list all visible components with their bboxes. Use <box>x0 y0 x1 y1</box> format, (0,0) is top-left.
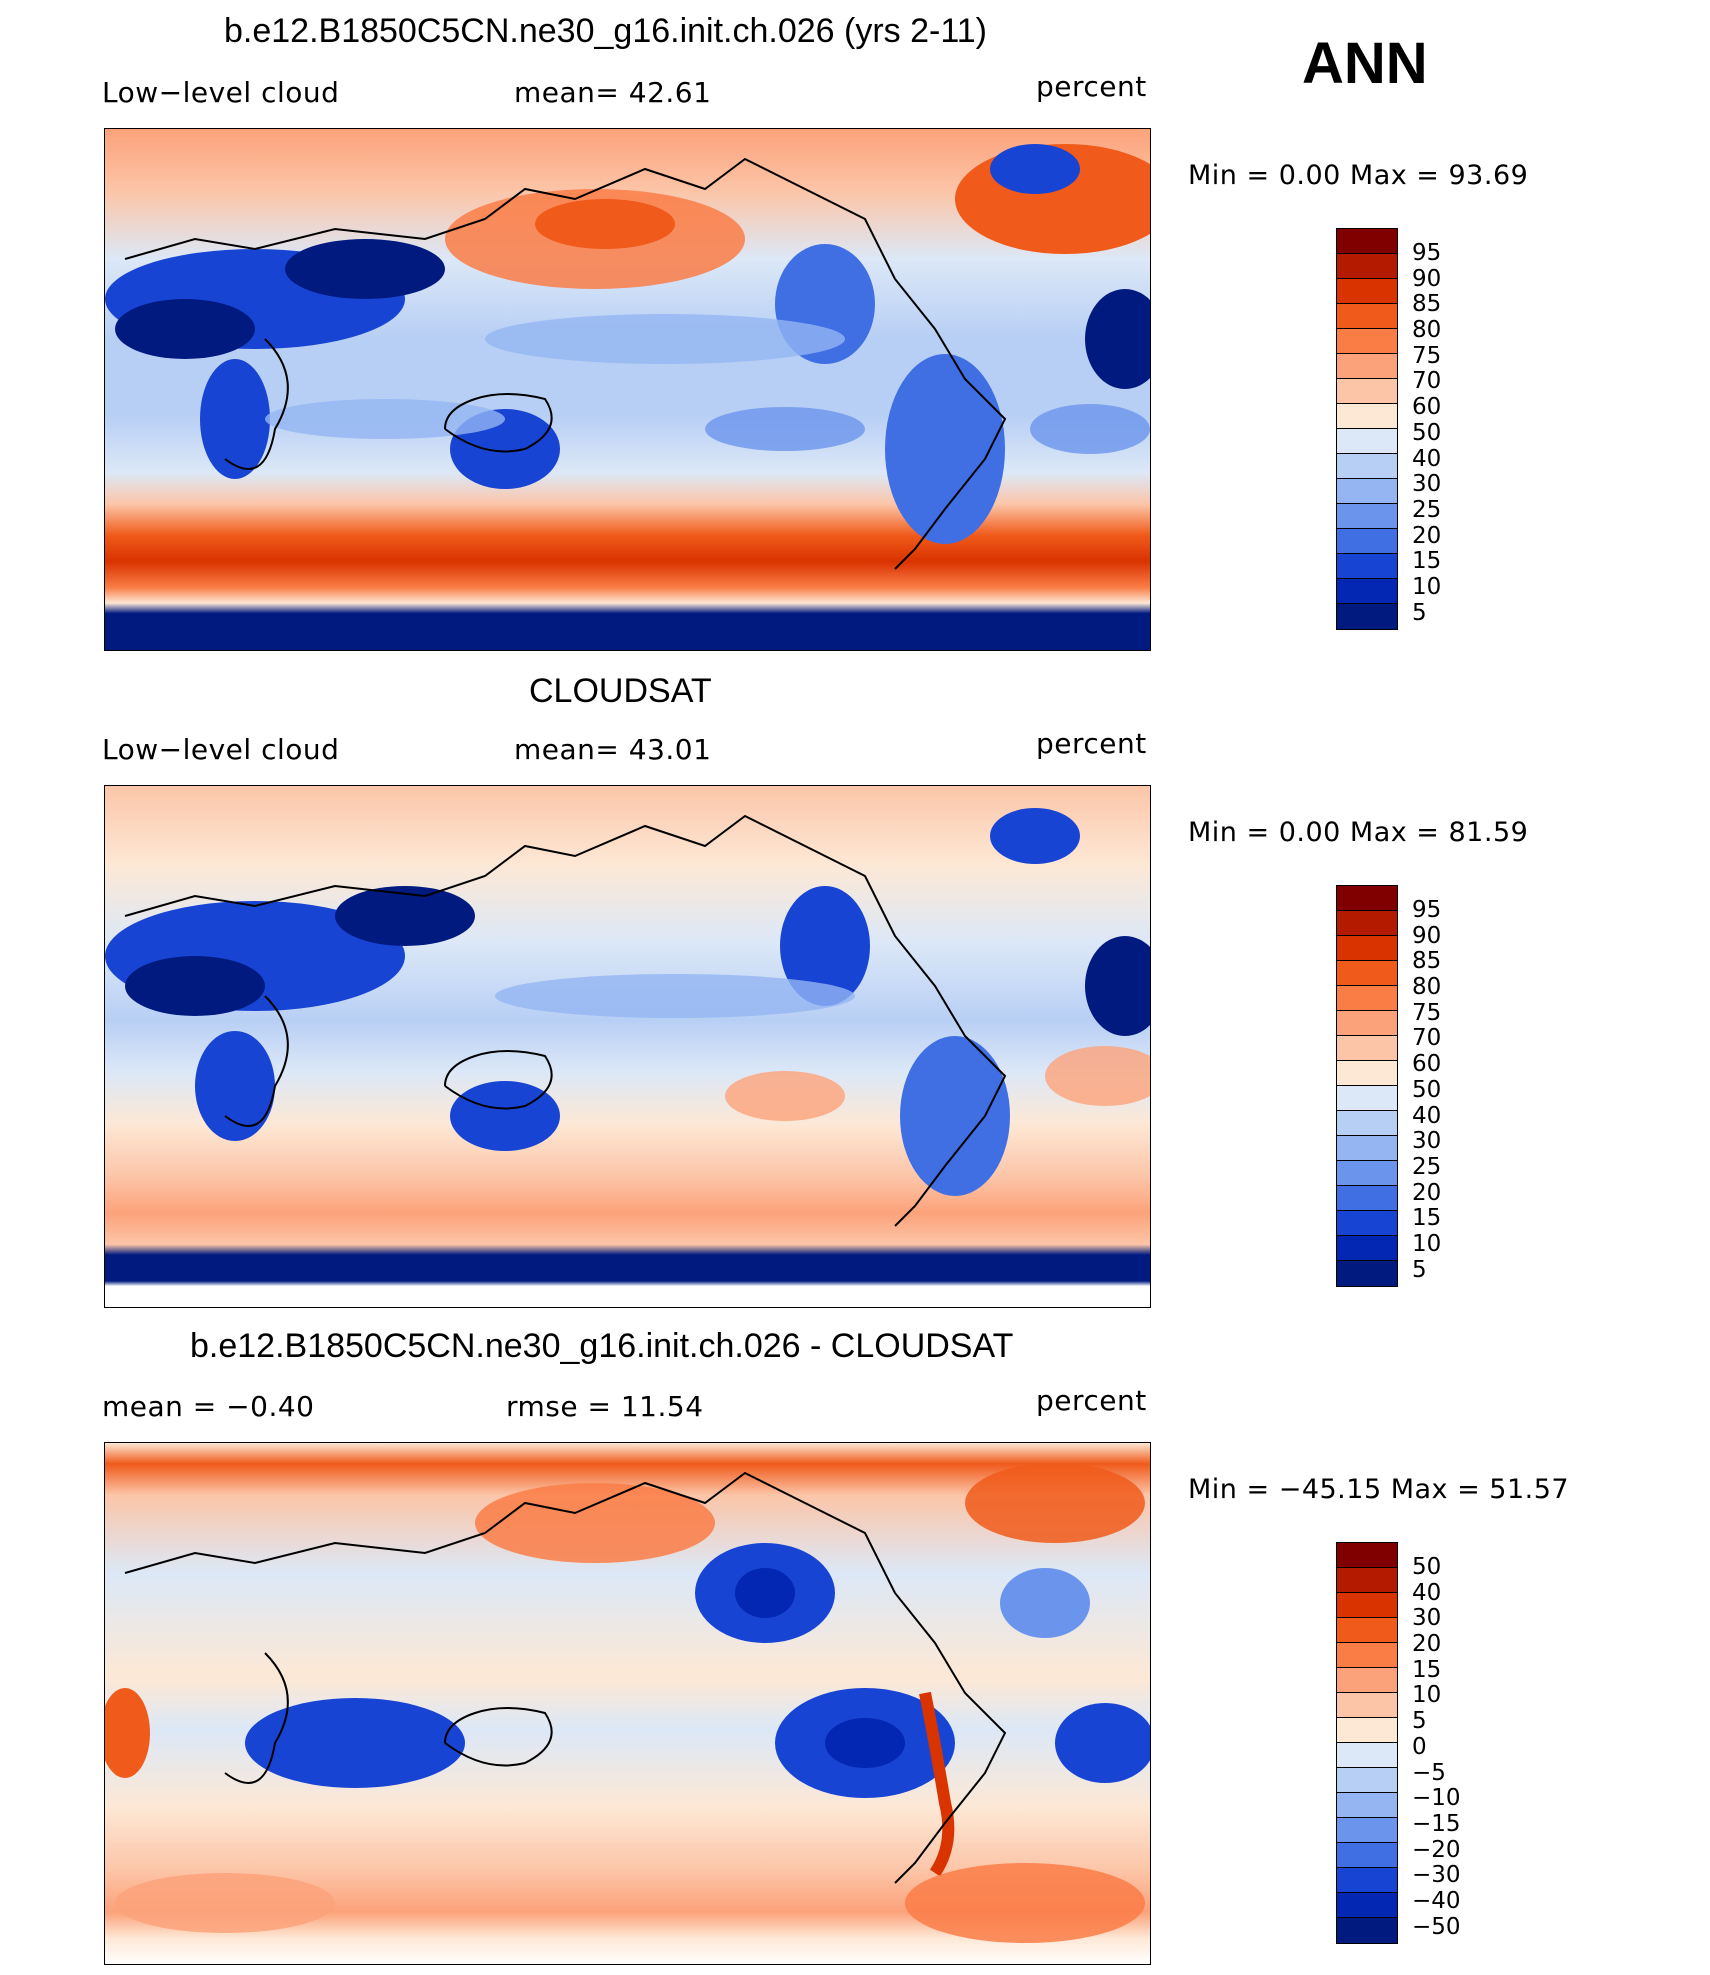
cbar-label: 25 <box>1412 1153 1442 1180</box>
panel-3-colorbar <box>1336 1542 1398 1944</box>
cbar-label: 15 <box>1412 1205 1442 1232</box>
cbar-label: 20 <box>1412 1179 1442 1206</box>
cbar-label: 95 <box>1412 897 1442 923</box>
cbar-label: 30 <box>1412 1605 1442 1632</box>
panel-3-mean: mean = −0.40 <box>102 1390 315 1423</box>
cbar-label: 60 <box>1412 394 1442 421</box>
cbar-label: 20 <box>1412 522 1442 549</box>
cbar-label: 80 <box>1412 317 1442 344</box>
cbar-label: 40 <box>1412 1579 1442 1606</box>
cbar-label: 75 <box>1412 999 1442 1026</box>
cbar-label: 15 <box>1412 1656 1442 1683</box>
panel-2-contour-field <box>105 786 1150 1307</box>
panel-1-colorbar-labels: 95 90 85 80 75 70 60 50 40 30 25 20 15 1… <box>1412 240 1442 626</box>
cbar-label: 30 <box>1412 1128 1442 1155</box>
panel-2-mean: mean= 43.01 <box>514 733 712 766</box>
panel-2-colorbar <box>1336 885 1398 1287</box>
season-label: ANN <box>1302 31 1428 96</box>
cbar-label: 30 <box>1412 471 1442 498</box>
panel-3-units: percent <box>1036 1384 1147 1417</box>
cbar-label: 50 <box>1412 1554 1442 1580</box>
cbar-label: 95 <box>1412 240 1442 266</box>
cbar-label: 5 <box>1412 1708 1427 1735</box>
cbar-label: −10 <box>1412 1785 1461 1812</box>
cbar-label: 40 <box>1412 1102 1442 1129</box>
cbar-label: 85 <box>1412 948 1442 975</box>
panel-2-variable: Low−level cloud <box>102 733 340 766</box>
panel-3-contour-field <box>105 1443 1150 1964</box>
cbar-label: 70 <box>1412 368 1442 395</box>
cbar-label: 25 <box>1412 496 1442 523</box>
panel-1-map <box>104 128 1151 651</box>
cbar-label: 10 <box>1412 1682 1442 1709</box>
cbar-label: 50 <box>1412 419 1442 446</box>
cbar-label: −50 <box>1412 1913 1461 1940</box>
panel-1-variable: Low−level cloud <box>102 76 340 109</box>
cbar-label: 20 <box>1412 1631 1442 1658</box>
cbar-label: 70 <box>1412 1025 1442 1052</box>
panel-1-colorbar <box>1336 228 1398 630</box>
panel-3-rmse: rmse = 11.54 <box>506 1390 704 1423</box>
panel-1-units: percent <box>1036 70 1147 103</box>
cbar-label: −40 <box>1412 1887 1461 1914</box>
cbar-label: −20 <box>1412 1836 1461 1863</box>
panel-2-title: CLOUDSAT <box>529 672 712 710</box>
panel-2-map <box>104 785 1151 1308</box>
cbar-label: 40 <box>1412 445 1442 472</box>
panel-1-title: b.e12.B1850C5CN.ne30_g16.init.ch.026 (yr… <box>224 12 987 50</box>
cbar-label: 5 <box>1412 1256 1427 1283</box>
cbar-label: −30 <box>1412 1862 1461 1889</box>
cbar-label: 60 <box>1412 1051 1442 1078</box>
cbar-label: 10 <box>1412 573 1442 600</box>
panel-1-contour-field <box>105 129 1150 650</box>
cbar-label: 5 <box>1412 599 1427 626</box>
cbar-label: 50 <box>1412 1076 1442 1103</box>
panel-3-title: b.e12.B1850C5CN.ne30_g16.init.ch.026 - C… <box>190 1327 1014 1365</box>
cbar-label: 15 <box>1412 548 1442 575</box>
cbar-label: 0 <box>1412 1733 1427 1760</box>
panel-1-mean: mean= 42.61 <box>514 76 712 109</box>
cbar-label: −15 <box>1412 1810 1461 1837</box>
panel-3-colorbar-labels: 50 40 30 20 15 10 5 0 −5 −10 −15 −20 −30… <box>1412 1554 1461 1940</box>
panel-2-minmax: Min = 0.00 Max = 81.59 <box>1188 817 1529 848</box>
panel-2-units: percent <box>1036 727 1147 760</box>
panel-2-colorbar-labels: 95 90 85 80 75 70 60 50 40 30 25 20 15 1… <box>1412 897 1442 1283</box>
cbar-label: 80 <box>1412 974 1442 1001</box>
cbar-label: 75 <box>1412 342 1442 369</box>
cbar-label: 90 <box>1412 265 1442 292</box>
cbar-label: 85 <box>1412 291 1442 318</box>
panel-1-minmax: Min = 0.00 Max = 93.69 <box>1188 160 1529 191</box>
cbar-label: 10 <box>1412 1230 1442 1257</box>
panel-3-minmax: Min = −45.15 Max = 51.57 <box>1188 1474 1570 1505</box>
panel-3-map <box>104 1442 1151 1965</box>
cbar-label: −5 <box>1412 1759 1446 1786</box>
cbar-label: 90 <box>1412 922 1442 949</box>
